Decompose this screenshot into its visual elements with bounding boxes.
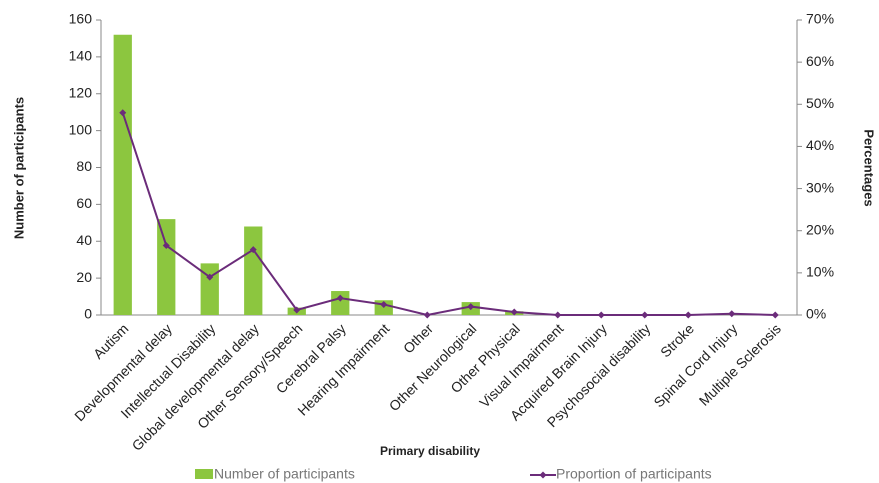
- line-marker: [380, 300, 388, 308]
- y2-tick-label: 70%: [806, 11, 834, 27]
- y-tick-label: 40: [76, 232, 92, 248]
- y-tick-label: 60: [76, 195, 92, 211]
- y-tick-label: 120: [69, 84, 93, 100]
- line-marker: [641, 311, 649, 319]
- line-marker: [336, 294, 344, 302]
- line: [121, 112, 776, 317]
- line-marker: [467, 303, 475, 311]
- bar: [113, 34, 132, 315]
- y2-tick-label: 60%: [806, 53, 834, 69]
- x-tick-label: Multiple Sclerosis: [696, 320, 784, 408]
- y-tick-label: 100: [69, 121, 93, 137]
- line-marker: [293, 306, 301, 314]
- line-marker: [728, 310, 736, 318]
- y2-tick-label: 20%: [806, 221, 834, 237]
- bar: [331, 291, 350, 315]
- x-tick-label: Autism: [90, 320, 132, 362]
- bar: [200, 263, 219, 315]
- line-marker: [510, 308, 518, 316]
- line-marker: [206, 273, 214, 281]
- line-marker: [684, 311, 692, 319]
- legend-swatch: [539, 471, 547, 479]
- line-marker: [119, 109, 127, 117]
- legend-label: Proportion of participants: [556, 466, 712, 482]
- y-tick-label: 140: [69, 48, 93, 64]
- x-tick-label: Stroke: [657, 320, 697, 360]
- y2-tick-label: 10%: [806, 264, 834, 280]
- y-tick-label: 80: [76, 158, 92, 174]
- bar: [244, 226, 263, 315]
- line-marker: [423, 311, 431, 319]
- y2-tick-label: 40%: [806, 137, 834, 153]
- y-tick-label: 160: [69, 11, 93, 27]
- y2-tick-label: 30%: [806, 179, 834, 195]
- legend-label: Number of participants: [214, 466, 355, 482]
- y2-tick-label: 50%: [806, 95, 834, 111]
- line-marker: [554, 311, 562, 319]
- y-tick-label: 0: [84, 306, 92, 322]
- y-axis-title: Number of participants: [11, 97, 26, 239]
- legend-swatch: [195, 469, 213, 479]
- x-tick-label: Other: [400, 320, 436, 356]
- y2-axis-title: Percentages: [862, 129, 877, 206]
- line-marker: [249, 246, 257, 254]
- y-tick-label: 20: [76, 269, 92, 285]
- line-marker: [597, 311, 605, 319]
- x-axis-title: Primary disability: [380, 444, 480, 458]
- line-marker: [162, 241, 170, 249]
- bar: [157, 219, 176, 315]
- line-marker: [771, 311, 779, 319]
- y2-tick-label: 0%: [806, 306, 826, 322]
